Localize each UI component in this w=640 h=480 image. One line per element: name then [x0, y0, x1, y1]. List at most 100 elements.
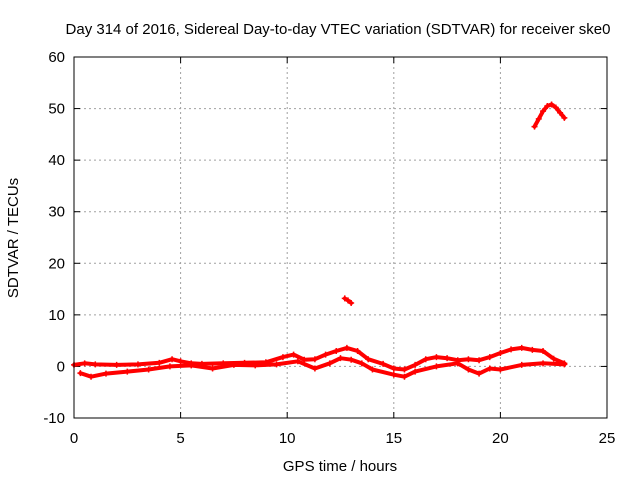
data-point [166, 363, 173, 370]
data-point [169, 356, 176, 363]
y-tick-label: 60 [48, 49, 65, 66]
data-point [230, 361, 237, 368]
data-point [390, 371, 397, 378]
data-point [561, 361, 568, 368]
data-point [102, 370, 109, 377]
data-point [209, 365, 216, 372]
data-point [412, 361, 419, 368]
plot-frame [73, 56, 608, 419]
data-point [518, 344, 525, 351]
y-tick-label: -10 [43, 410, 65, 427]
data-point [401, 366, 408, 373]
data-point [344, 297, 351, 304]
data-point [124, 368, 131, 375]
x-tick-label: 10 [279, 430, 296, 447]
data-point [465, 356, 472, 363]
x-tick-label: 15 [385, 430, 402, 447]
data-point [444, 355, 451, 362]
data-point [454, 360, 461, 367]
data-point [401, 373, 408, 380]
data-point [81, 360, 88, 367]
series-main-band-lower [77, 355, 568, 380]
data-point [369, 366, 376, 373]
data-point [518, 361, 525, 368]
series-late-arc [531, 101, 568, 130]
x-tick-label: 20 [492, 430, 509, 447]
y-tick-label: 0 [57, 358, 65, 375]
data-point [134, 361, 141, 368]
chart-title: Day 314 of 2016, Sidereal Day-to-day VTE… [66, 21, 611, 38]
data-point [145, 366, 152, 373]
data-point [535, 115, 542, 122]
series-main-band-upper [71, 344, 568, 373]
series-trace [72, 345, 567, 372]
y-tick-label: 10 [48, 307, 65, 324]
data-point [486, 365, 493, 372]
y-tick-label: 20 [48, 255, 65, 272]
data-point [358, 360, 365, 367]
data-point [557, 109, 564, 116]
y-axis-label: SDTVAR / TECUs [5, 178, 22, 298]
data-point [177, 358, 184, 365]
data-point [354, 347, 361, 354]
data-point [113, 361, 120, 368]
data-point [380, 360, 387, 367]
data-point [433, 354, 440, 361]
x-tick-label: 25 [599, 430, 616, 447]
x-axis-label: GPS time / hours [283, 458, 397, 475]
data-point [188, 362, 195, 369]
data-point [273, 361, 280, 368]
data-point [552, 104, 559, 111]
data-point [476, 357, 483, 364]
data-point [333, 347, 340, 354]
data-point [390, 365, 397, 372]
data-point [279, 354, 286, 361]
data-point [550, 355, 557, 362]
data-point [540, 360, 547, 367]
data-point [77, 370, 84, 377]
data-point [311, 365, 318, 372]
y-tick-label: 50 [48, 101, 65, 118]
data-point [422, 356, 429, 363]
data-point [531, 123, 538, 130]
y-tick-label: 40 [48, 152, 65, 169]
data-point [348, 299, 355, 306]
data-point [88, 373, 95, 380]
data-point [294, 358, 301, 365]
data-point [326, 360, 333, 367]
data-point [529, 346, 536, 353]
data-point [508, 346, 515, 353]
series-isolated-points [341, 295, 355, 306]
data-point [486, 354, 493, 361]
data-point [465, 366, 472, 373]
data-point [322, 351, 329, 358]
data-point [343, 344, 350, 351]
data-point [337, 355, 344, 362]
x-tick-label: 5 [176, 430, 184, 447]
data-point [365, 356, 372, 363]
y-tick-label: 30 [48, 204, 65, 221]
data-point [497, 350, 504, 357]
data-point [548, 101, 555, 108]
data-point [311, 356, 318, 363]
data-point [497, 366, 504, 373]
data-point [544, 102, 551, 109]
data-point [412, 368, 419, 375]
x-tick-label: 0 [70, 430, 78, 447]
data-point [92, 361, 99, 368]
data-point [252, 362, 259, 369]
data-point [561, 114, 568, 121]
data-points [71, 101, 568, 380]
data-point [341, 295, 348, 302]
data-point [476, 370, 483, 377]
data-point [348, 356, 355, 363]
data-point [290, 351, 297, 358]
series-trace [78, 356, 567, 379]
data-point [540, 347, 547, 354]
grid [74, 57, 607, 418]
data-point [433, 363, 440, 370]
data-point [540, 108, 547, 115]
data-point [301, 356, 308, 363]
